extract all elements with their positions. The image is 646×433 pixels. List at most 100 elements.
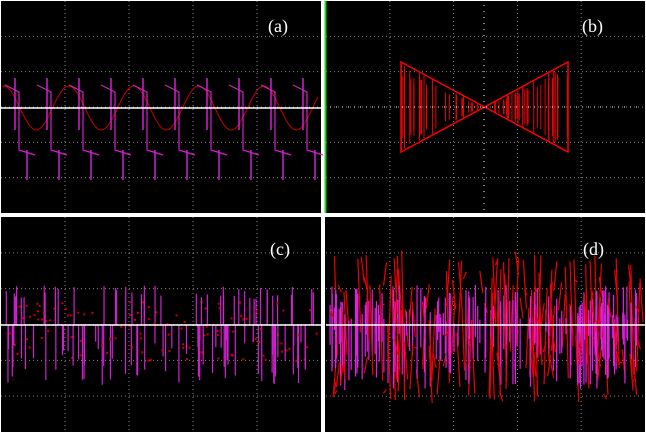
dot [309,309,312,312]
dot [49,319,52,322]
trace [337,284,342,293]
dot [182,346,185,349]
dot [285,349,288,352]
dot [175,314,178,317]
dot [44,319,47,322]
trace [537,255,542,359]
trace [408,286,413,325]
trace [557,282,563,311]
trace [330,309,335,319]
dot [91,311,94,314]
trace [635,305,640,312]
panel-label: (c) [270,239,290,260]
dot [264,358,267,361]
dot [203,334,206,337]
trace [431,308,436,375]
dot [205,325,208,328]
trace [523,289,528,296]
trace [451,302,456,355]
dot [242,318,245,321]
dot [262,354,265,357]
dot [53,307,56,310]
dot [216,329,219,332]
panel-label: (a) [268,16,288,37]
trace [615,351,620,364]
dot [254,338,257,341]
dot [242,358,245,361]
dot [183,320,186,323]
trace [614,270,619,304]
trace [411,301,416,338]
dot [36,310,39,313]
trace [619,361,623,364]
dot [206,333,209,336]
dot [280,350,283,353]
dot [71,356,74,359]
trace [522,260,527,309]
trace [493,260,498,319]
trace [585,306,590,386]
trace [363,356,368,373]
dot [149,359,152,362]
trace [1,85,319,131]
trace [530,289,536,402]
trace [525,307,530,369]
trace [340,348,345,385]
panel-label: (b) [582,16,603,37]
dot [79,339,82,342]
trace [538,272,543,366]
dot [136,311,139,314]
dot [120,325,123,328]
trace [387,325,392,400]
dot [133,318,136,321]
dot [77,311,80,314]
dot [106,351,109,354]
trace [409,343,414,390]
trace [550,305,556,351]
dot [217,357,220,360]
trace [382,262,388,286]
dot [128,301,131,304]
trace [444,331,449,337]
dot [18,305,21,308]
trace [428,345,433,404]
trace [489,292,494,399]
dot [142,301,145,304]
dot [38,305,41,308]
trace [573,259,578,361]
trace [509,285,514,352]
trace [335,362,340,387]
dot [259,328,262,331]
dot [21,317,24,320]
trace [569,261,574,347]
trace [393,258,398,314]
trace [597,347,602,377]
trace [497,269,502,356]
dot [101,344,104,347]
dot [245,317,248,320]
trace [471,324,476,394]
trace [341,310,346,380]
trace [399,301,404,334]
trace [630,265,635,375]
trace [379,284,384,381]
dot [306,346,309,349]
panel-label: (d) [583,239,604,260]
dot [295,359,298,362]
dot [79,354,82,357]
dot [128,324,131,327]
trace [403,341,409,380]
trace [502,262,508,382]
dot [218,307,221,310]
trace [428,320,433,381]
trace [432,352,437,368]
dot [69,314,72,317]
dot [231,354,234,357]
dot [33,314,36,317]
trace [360,256,365,283]
dot [13,344,16,347]
dot [16,352,19,355]
trace [382,389,387,394]
